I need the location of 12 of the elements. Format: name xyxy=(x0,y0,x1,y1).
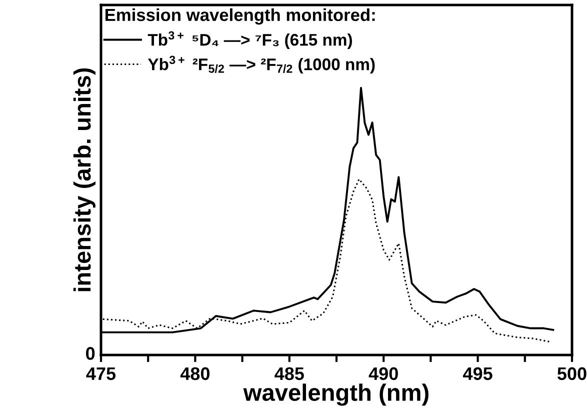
x-tick-label: 490 xyxy=(368,367,398,380)
x-tick-label: 485 xyxy=(274,367,304,380)
x-tick-label: 495 xyxy=(463,367,492,380)
x-tick-label: 500 xyxy=(557,367,586,380)
legend-label: Tb$^{3+}$ ⁵D₄ —> ⁷F₃ (615 nm) xyxy=(148,31,352,50)
x-axis-title: wavelength (nm) xyxy=(243,384,428,406)
legend-label: Yb$^{3+}$ ²F$_{5/2}$ —> ²F$_{7/2}$ (1000 nm) xyxy=(148,56,375,74)
x-tick-label: 475 xyxy=(86,367,116,380)
legend-title: Emission wavelength monitored: xyxy=(105,8,375,25)
y-axis-title: intensity (arb. units) xyxy=(73,68,96,292)
text: 0 xyxy=(86,347,95,360)
x-tick-label: 480 xyxy=(180,367,210,380)
